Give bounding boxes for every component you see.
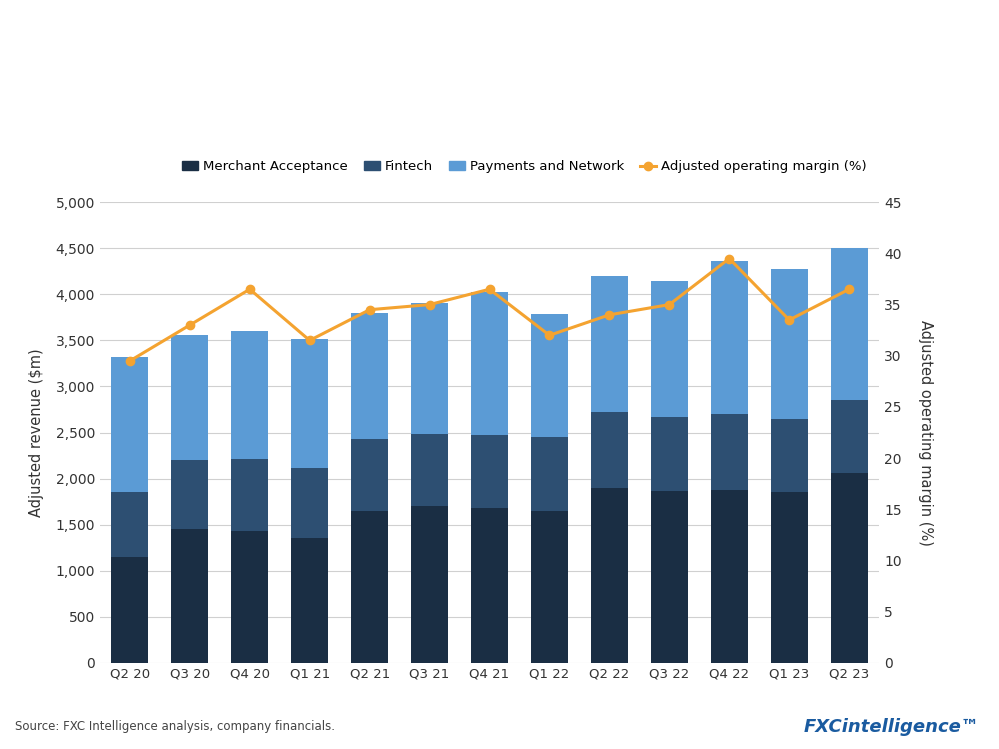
Bar (171, 530, 209, 663)
Bar (530, 437, 568, 511)
Bar (111, 557, 149, 663)
Bar (471, 291, 508, 435)
Bar (351, 439, 389, 511)
Bar (830, 249, 868, 400)
Bar (411, 303, 449, 434)
Text: Fiserv yearly revenue and operating margin, 2019-2022 and 2023 est.: Fiserv yearly revenue and operating marg… (18, 96, 653, 114)
Bar (710, 261, 748, 414)
Bar (171, 460, 209, 530)
Bar (411, 506, 449, 663)
Bar (770, 419, 808, 492)
Bar (291, 538, 329, 663)
Bar (830, 400, 868, 473)
Bar (710, 490, 748, 663)
Bar (530, 314, 568, 437)
Bar (590, 412, 628, 488)
Y-axis label: Adjusted revenue ($m): Adjusted revenue ($m) (29, 348, 44, 517)
Bar (411, 434, 449, 506)
Legend: Merchant Acceptance, Fintech, Payments and Network, Adjusted operating margin (%: Merchant Acceptance, Fintech, Payments a… (182, 160, 867, 173)
Bar (291, 339, 329, 467)
Bar (590, 276, 628, 412)
Bar (171, 335, 209, 460)
Bar (231, 459, 269, 531)
Bar (530, 511, 568, 663)
Bar (351, 511, 389, 663)
Bar (231, 531, 269, 663)
Bar (351, 313, 389, 439)
Bar (590, 488, 628, 663)
Bar (231, 331, 269, 459)
Y-axis label: Adjusted operating margin (%): Adjusted operating margin (%) (918, 320, 933, 545)
Text: Source: FXC Intelligence analysis, company financials.: Source: FXC Intelligence analysis, compa… (15, 720, 335, 733)
Bar (111, 492, 149, 557)
Bar (471, 435, 508, 508)
Bar (830, 473, 868, 663)
Bar (650, 417, 688, 491)
Text: Fiserv revenue rises with merchant acceptance growth: Fiserv revenue rises with merchant accep… (18, 30, 838, 56)
Bar (770, 270, 808, 419)
Bar (111, 357, 149, 492)
Bar (650, 491, 688, 663)
Bar (710, 414, 748, 490)
Bar (471, 508, 508, 663)
Text: FXCintelligence™: FXCintelligence™ (803, 718, 979, 736)
Bar (770, 492, 808, 663)
Bar (291, 467, 329, 538)
Bar (650, 281, 688, 417)
